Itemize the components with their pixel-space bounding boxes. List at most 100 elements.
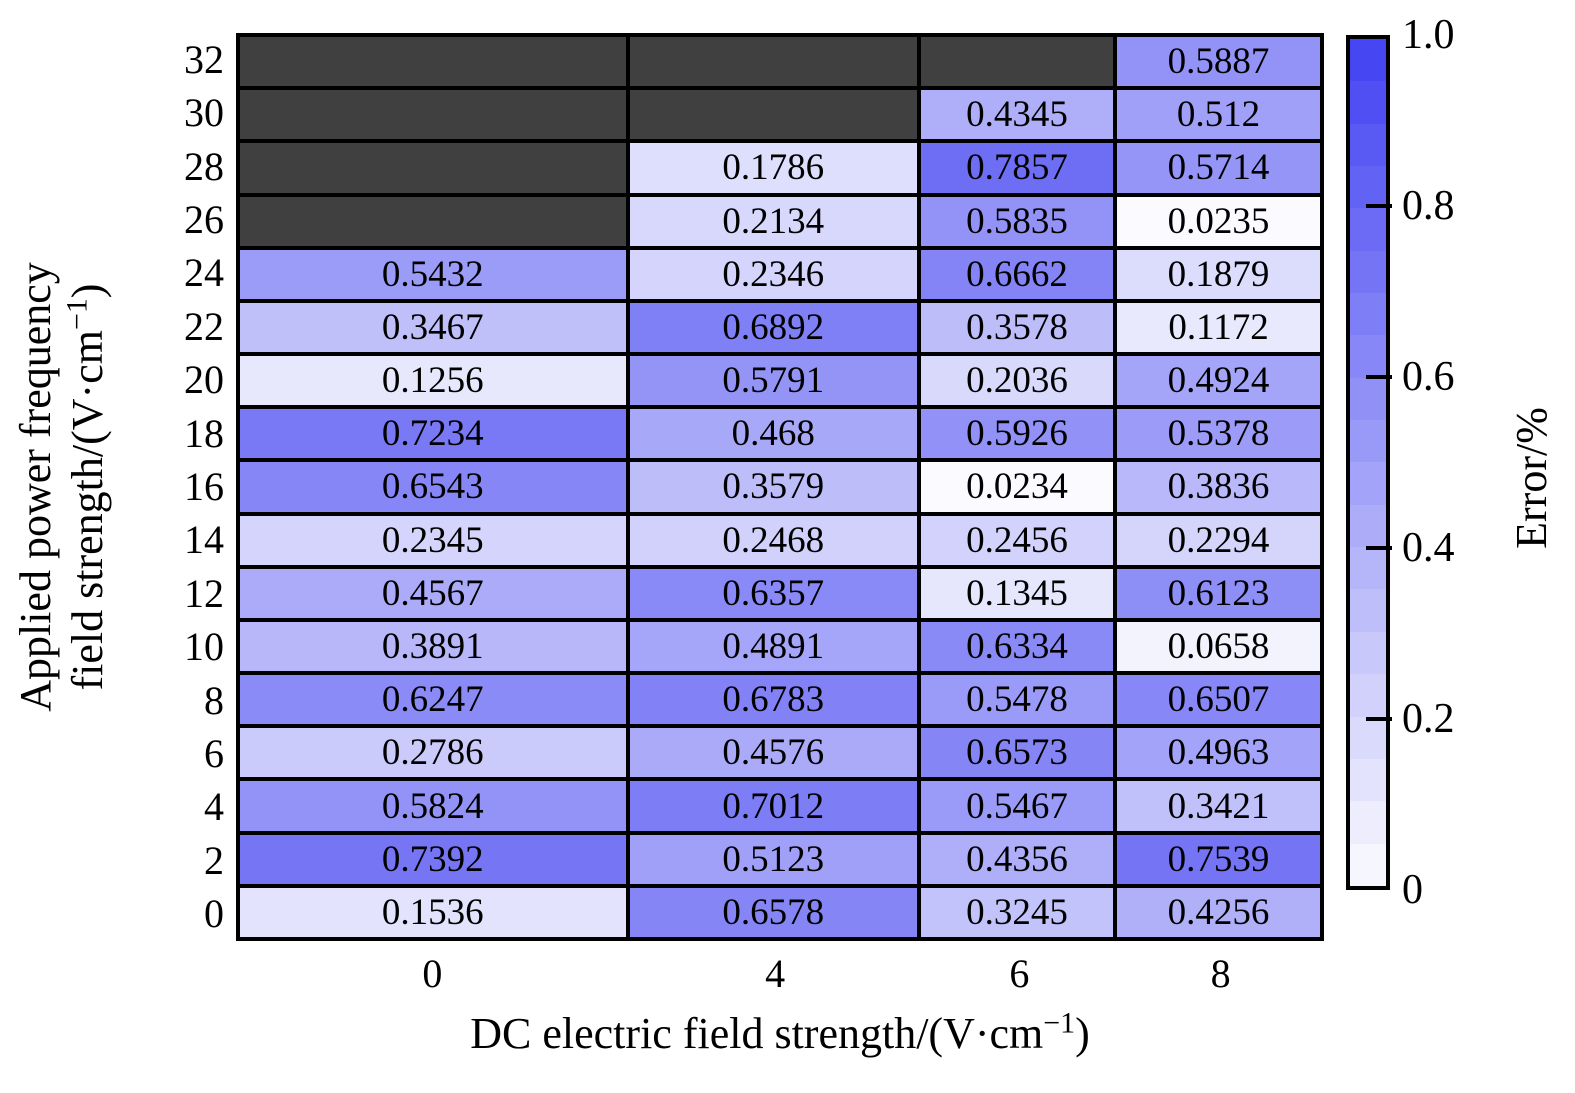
y-tick-label: 0 [204, 891, 224, 937]
heatmap-cell: 0.5835 [920, 196, 1114, 246]
heatmap-cell-missing [240, 37, 626, 87]
colorbar-step [1350, 208, 1386, 251]
colorbar-step [1350, 462, 1386, 505]
heatmap-cell: 0.6543 [240, 462, 626, 512]
heatmap-cell-missing [629, 37, 917, 87]
colorbar-step [1350, 39, 1386, 82]
x-axis-tick-labels: 0 4 6 8 [236, 948, 1324, 1000]
heatmap-cell: 0.4576 [629, 728, 917, 778]
heatmap-cell: 0.4891 [629, 621, 917, 672]
colorbar-tick-label: 0.4 [1402, 525, 1455, 571]
heatmap-cell: 0.5824 [240, 781, 626, 831]
heatmap-cell: 0.5378 [1117, 409, 1320, 459]
y-tick-label: 22 [184, 303, 224, 349]
colorbar-step [1350, 377, 1386, 421]
x-tick-label: 6 [1009, 951, 1030, 996]
heatmap-cell: 0.0658 [1117, 621, 1320, 672]
colorbar-step [1350, 716, 1386, 759]
heatmap-cell: 0.5791 [629, 356, 917, 406]
heatmap-cell: 0.1256 [240, 356, 626, 406]
heatmap-cell-missing [240, 90, 626, 140]
colorbar-tick-label: 0 [1402, 867, 1423, 913]
y-tick-label: 28 [184, 143, 224, 189]
heatmap-cell: 0.3579 [629, 462, 917, 512]
heatmap-cell: 0.2346 [629, 249, 917, 299]
y-tick-label: 2 [204, 837, 224, 883]
heatmap-cell: 0.6507 [1117, 675, 1320, 725]
heatmap-cell: 0.1345 [920, 568, 1114, 618]
heatmap-cell: 0.6334 [920, 621, 1114, 672]
y-tick-label: 24 [184, 250, 224, 296]
colorbar-step [1350, 758, 1386, 802]
heatmap-cell: 0.6123 [1117, 568, 1320, 618]
heatmap-cell: 0.7234 [240, 409, 626, 459]
heatmap-cell: 0.5478 [920, 675, 1114, 725]
heatmap-cell: 0.2036 [920, 356, 1114, 406]
y-tick-label: 12 [184, 570, 224, 616]
colorbar-step [1350, 335, 1386, 378]
heatmap-cell: 0.3421 [1117, 781, 1320, 831]
heatmap-cell: 0.3836 [1117, 462, 1320, 512]
colorbar-step [1350, 123, 1386, 167]
heatmap-cell-missing [240, 196, 626, 246]
heatmap-cell: 0.6247 [240, 675, 626, 725]
heatmap-cell: 0.5123 [629, 834, 917, 884]
heatmap-cell: 0.6783 [629, 675, 917, 725]
colorbar-tick-label: 0.8 [1402, 183, 1455, 229]
x-tick-label: 4 [765, 951, 786, 996]
heatmap-cell: 0.1536 [240, 887, 626, 937]
y-axis-title-line1: Applied power frequency [11, 262, 61, 712]
heatmap-cell: 0.7392 [240, 834, 626, 884]
heatmap-cell: 0.2134 [629, 196, 917, 246]
colorbar-step [1350, 843, 1386, 886]
colorbar-tick-label: 1.0 [1402, 12, 1455, 58]
heatmap-cell: 0.5926 [920, 409, 1114, 459]
colorbar-tick-mark [1366, 375, 1392, 379]
heatmap-cell-missing [240, 143, 626, 193]
heatmap-cell: 0.5714 [1117, 143, 1320, 193]
y-tick-label: 4 [204, 784, 224, 830]
heatmap-cell: 0.4256 [1117, 887, 1320, 937]
heatmap-cell: 0.4345 [920, 90, 1114, 140]
heatmap-cell: 0.7857 [920, 143, 1114, 193]
y-tick-label: 30 [184, 90, 224, 136]
colorbar-step [1350, 589, 1386, 632]
colorbar-tick-label: 0.2 [1402, 696, 1455, 742]
heatmap-cell: 0.6578 [629, 887, 917, 937]
y-axis-title-line2: field strength/(V·cm−1) [60, 283, 112, 691]
heatmap-cell: 0.2294 [1117, 515, 1320, 565]
colorbar-step [1350, 293, 1386, 336]
heatmap-cell: 0.4963 [1117, 728, 1320, 778]
y-tick-label: 16 [184, 463, 224, 509]
colorbar-step [1350, 81, 1386, 124]
heatmap-cell: 0.3891 [240, 621, 626, 672]
heatmap-cell: 0.512 [1117, 90, 1320, 140]
heatmap-cell: 0.3467 [240, 302, 626, 353]
heatmap-cell-missing [920, 37, 1114, 87]
heatmap-cell: 0.1786 [629, 143, 917, 193]
colorbar-step [1350, 631, 1386, 675]
heatmap-cell: 0.6892 [629, 302, 917, 353]
superscript: −1 [60, 298, 94, 331]
colorbar-tick-mark [1366, 204, 1392, 208]
colorbar-step [1350, 250, 1386, 294]
heatmap-cell: 0.3245 [920, 887, 1114, 937]
heatmap-cell: 0.5432 [240, 249, 626, 299]
heatmap-cell-missing [629, 90, 917, 140]
y-tick-label: 8 [204, 677, 224, 723]
heatmap-cell: 0.1172 [1117, 302, 1320, 353]
heatmap-cell: 0.2786 [240, 728, 626, 778]
heatmap-cell: 0.0234 [920, 462, 1114, 512]
colorbar-step [1350, 547, 1386, 590]
x-axis-title: DC electric field strength/(V·cm−1) [470, 1006, 1090, 1058]
heatmap-cell: 0.4924 [1117, 356, 1320, 406]
colorbar-step [1350, 420, 1386, 463]
y-tick-label: 14 [184, 517, 224, 563]
y-tick-label: 26 [184, 196, 224, 242]
y-tick-label: 18 [184, 410, 224, 456]
heatmap-cell: 0.0235 [1117, 196, 1320, 246]
x-tick-label: 8 [1210, 951, 1231, 996]
heatmap-cell: 0.4567 [240, 568, 626, 618]
heatmap-cell: 0.6573 [920, 728, 1114, 778]
